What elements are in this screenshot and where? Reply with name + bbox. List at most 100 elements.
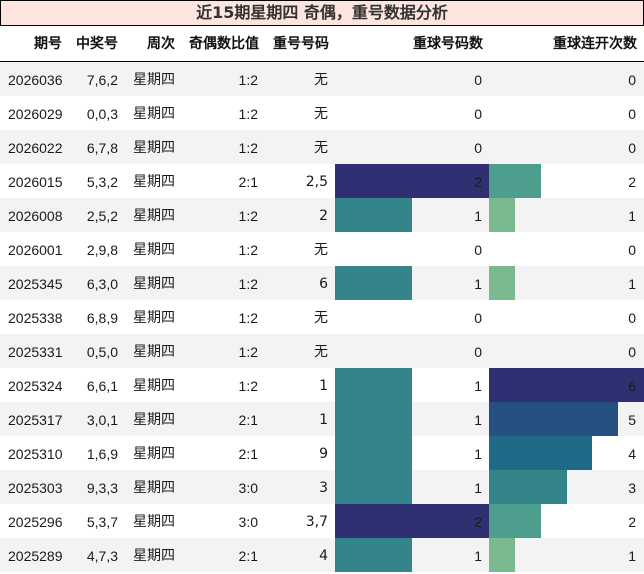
streak-bar bbox=[489, 402, 618, 436]
repeat-count-bar bbox=[335, 504, 489, 538]
issue-cell: 2026029 bbox=[8, 106, 63, 122]
streak-bar bbox=[489, 538, 515, 572]
issue-cell: 2025345 bbox=[8, 276, 63, 292]
odd-even-cell: 1:2 bbox=[238, 310, 258, 326]
odd-even-cell: 3:0 bbox=[238, 514, 258, 530]
header-issue[interactable]: 期号 bbox=[34, 36, 62, 52]
repeat-count-value: 0 bbox=[474, 310, 482, 326]
repeat-numbers-cell: 4 bbox=[319, 548, 328, 564]
repeat-numbers-cell: 无 bbox=[314, 310, 328, 326]
table-row: 2026022 6,7,8 星期四 1:2 无 0 0 bbox=[0, 130, 644, 164]
numbers-cell: 6,3,0 bbox=[86, 276, 118, 292]
weekday-cell: 星期四 bbox=[133, 276, 175, 292]
repeat-count-value: 0 bbox=[474, 140, 482, 156]
streak-value: 6 bbox=[628, 378, 636, 394]
weekday-cell: 星期四 bbox=[133, 480, 175, 496]
repeat-count-value: 2 bbox=[474, 514, 482, 530]
repeat-count-value: 1 bbox=[474, 446, 482, 462]
numbers-cell: 2,5,2 bbox=[86, 208, 118, 224]
odd-even-cell: 1:2 bbox=[238, 208, 258, 224]
issue-cell: 2025338 bbox=[8, 310, 63, 326]
streak-value: 2 bbox=[628, 514, 636, 530]
repeat-count-value: 0 bbox=[474, 72, 482, 88]
numbers-cell: 3,0,1 bbox=[86, 412, 118, 428]
weekday-cell: 星期四 bbox=[133, 106, 175, 122]
odd-even-cell: 1:2 bbox=[238, 276, 258, 292]
odd-even-cell: 3:0 bbox=[238, 480, 258, 496]
repeat-count-value: 1 bbox=[474, 412, 482, 428]
numbers-cell: 7,6,2 bbox=[86, 72, 118, 88]
table-row: 2025338 6,8,9 星期四 1:2 无 0 0 bbox=[0, 300, 644, 334]
weekday-cell: 星期四 bbox=[133, 174, 175, 190]
numbers-cell: 6,6,1 bbox=[86, 378, 118, 394]
streak-value: 0 bbox=[628, 106, 636, 122]
repeat-count-value: 1 bbox=[474, 276, 482, 292]
odd-even-cell: 1:2 bbox=[238, 140, 258, 156]
issue-cell: 2025324 bbox=[8, 378, 63, 394]
streak-bar bbox=[489, 198, 515, 232]
streak-value: 0 bbox=[628, 344, 636, 360]
repeat-count-value: 1 bbox=[474, 480, 482, 496]
repeat-count-value: 1 bbox=[474, 208, 482, 224]
header-repeat-numbers[interactable]: 重号号码 bbox=[273, 36, 329, 52]
numbers-cell: 4,7,3 bbox=[86, 548, 118, 564]
streak-bar bbox=[489, 368, 644, 402]
table-title: 近15期星期四 奇偶，重号数据分析 bbox=[0, 0, 644, 26]
streak-bar bbox=[489, 164, 541, 198]
numbers-cell: 9,3,3 bbox=[86, 480, 118, 496]
streak-value: 0 bbox=[628, 310, 636, 326]
numbers-cell: 5,3,7 bbox=[86, 514, 118, 530]
repeat-numbers-cell: 1 bbox=[319, 412, 328, 428]
repeat-numbers-cell: 2,5 bbox=[305, 174, 328, 190]
issue-cell: 2026001 bbox=[8, 242, 63, 258]
header-odd-even[interactable]: 奇偶数比值 bbox=[189, 36, 259, 52]
repeat-numbers-cell: 6 bbox=[319, 276, 328, 292]
repeat-numbers-cell: 无 bbox=[314, 344, 328, 360]
header-streak[interactable]: 重球连开次数 bbox=[553, 36, 637, 52]
weekday-cell: 星期四 bbox=[133, 140, 175, 156]
table-row: 2026008 2,5,2 星期四 1:2 2 1 1 bbox=[0, 198, 644, 232]
numbers-cell: 2,9,8 bbox=[86, 242, 118, 258]
repeat-count-bar bbox=[335, 368, 412, 402]
issue-cell: 2026022 bbox=[8, 140, 63, 156]
odd-even-cell: 2:1 bbox=[238, 174, 258, 190]
streak-value: 1 bbox=[628, 276, 636, 292]
table-row: 2026029 0,0,3 星期四 1:2 无 0 0 bbox=[0, 96, 644, 130]
weekday-cell: 星期四 bbox=[133, 344, 175, 360]
table-row: 2026001 2,9,8 星期四 1:2 无 0 0 bbox=[0, 232, 644, 266]
odd-even-cell: 2:1 bbox=[238, 446, 258, 462]
table-row: 2025296 5,3,7 星期四 3:0 3,7 2 2 bbox=[0, 504, 644, 538]
header-weekday[interactable]: 周次 bbox=[147, 36, 175, 52]
table-row: 2025289 4,7,3 星期四 2:1 4 1 1 bbox=[0, 538, 644, 572]
numbers-cell: 6,7,8 bbox=[86, 140, 118, 156]
odd-even-cell: 1:2 bbox=[238, 72, 258, 88]
repeat-count-bar bbox=[335, 538, 412, 572]
table-body: 2026036 7,6,2 星期四 1:2 无 0 0 2026029 0,0,3 星期四 1:2 无… bbox=[0, 62, 644, 572]
header-repeat-count[interactable]: 重球号码数 bbox=[413, 36, 483, 52]
repeat-count-value: 0 bbox=[474, 344, 482, 360]
table-row: 2025324 6,6,1 星期四 1:2 1 1 6 bbox=[0, 368, 644, 402]
odd-even-cell: 1:2 bbox=[238, 106, 258, 122]
repeat-numbers-cell: 2 bbox=[319, 208, 328, 224]
numbers-cell: 1,6,9 bbox=[86, 446, 118, 462]
odd-even-cell: 1:2 bbox=[238, 378, 258, 394]
numbers-cell: 0,5,0 bbox=[86, 344, 118, 360]
table-row: 2026036 7,6,2 星期四 1:2 无 0 0 bbox=[0, 62, 644, 96]
repeat-count-value: 2 bbox=[474, 174, 482, 190]
repeat-count-bar bbox=[335, 436, 412, 470]
repeat-numbers-cell: 无 bbox=[314, 72, 328, 88]
header-numbers[interactable]: 中奖号 bbox=[76, 36, 118, 52]
streak-value: 0 bbox=[628, 140, 636, 156]
streak-bar bbox=[489, 470, 567, 504]
streak-bar bbox=[489, 504, 541, 538]
streak-value: 2 bbox=[628, 174, 636, 190]
repeat-numbers-cell: 3 bbox=[319, 480, 328, 496]
repeat-count-value: 0 bbox=[474, 106, 482, 122]
repeat-count-bar bbox=[335, 402, 412, 436]
table-row: 2025317 3,0,1 星期四 2:1 1 1 5 bbox=[0, 402, 644, 436]
repeat-numbers-cell: 无 bbox=[314, 242, 328, 258]
weekday-cell: 星期四 bbox=[133, 378, 175, 394]
streak-value: 0 bbox=[628, 242, 636, 258]
repeat-numbers-cell: 1 bbox=[319, 378, 328, 394]
issue-cell: 2025303 bbox=[8, 480, 63, 496]
